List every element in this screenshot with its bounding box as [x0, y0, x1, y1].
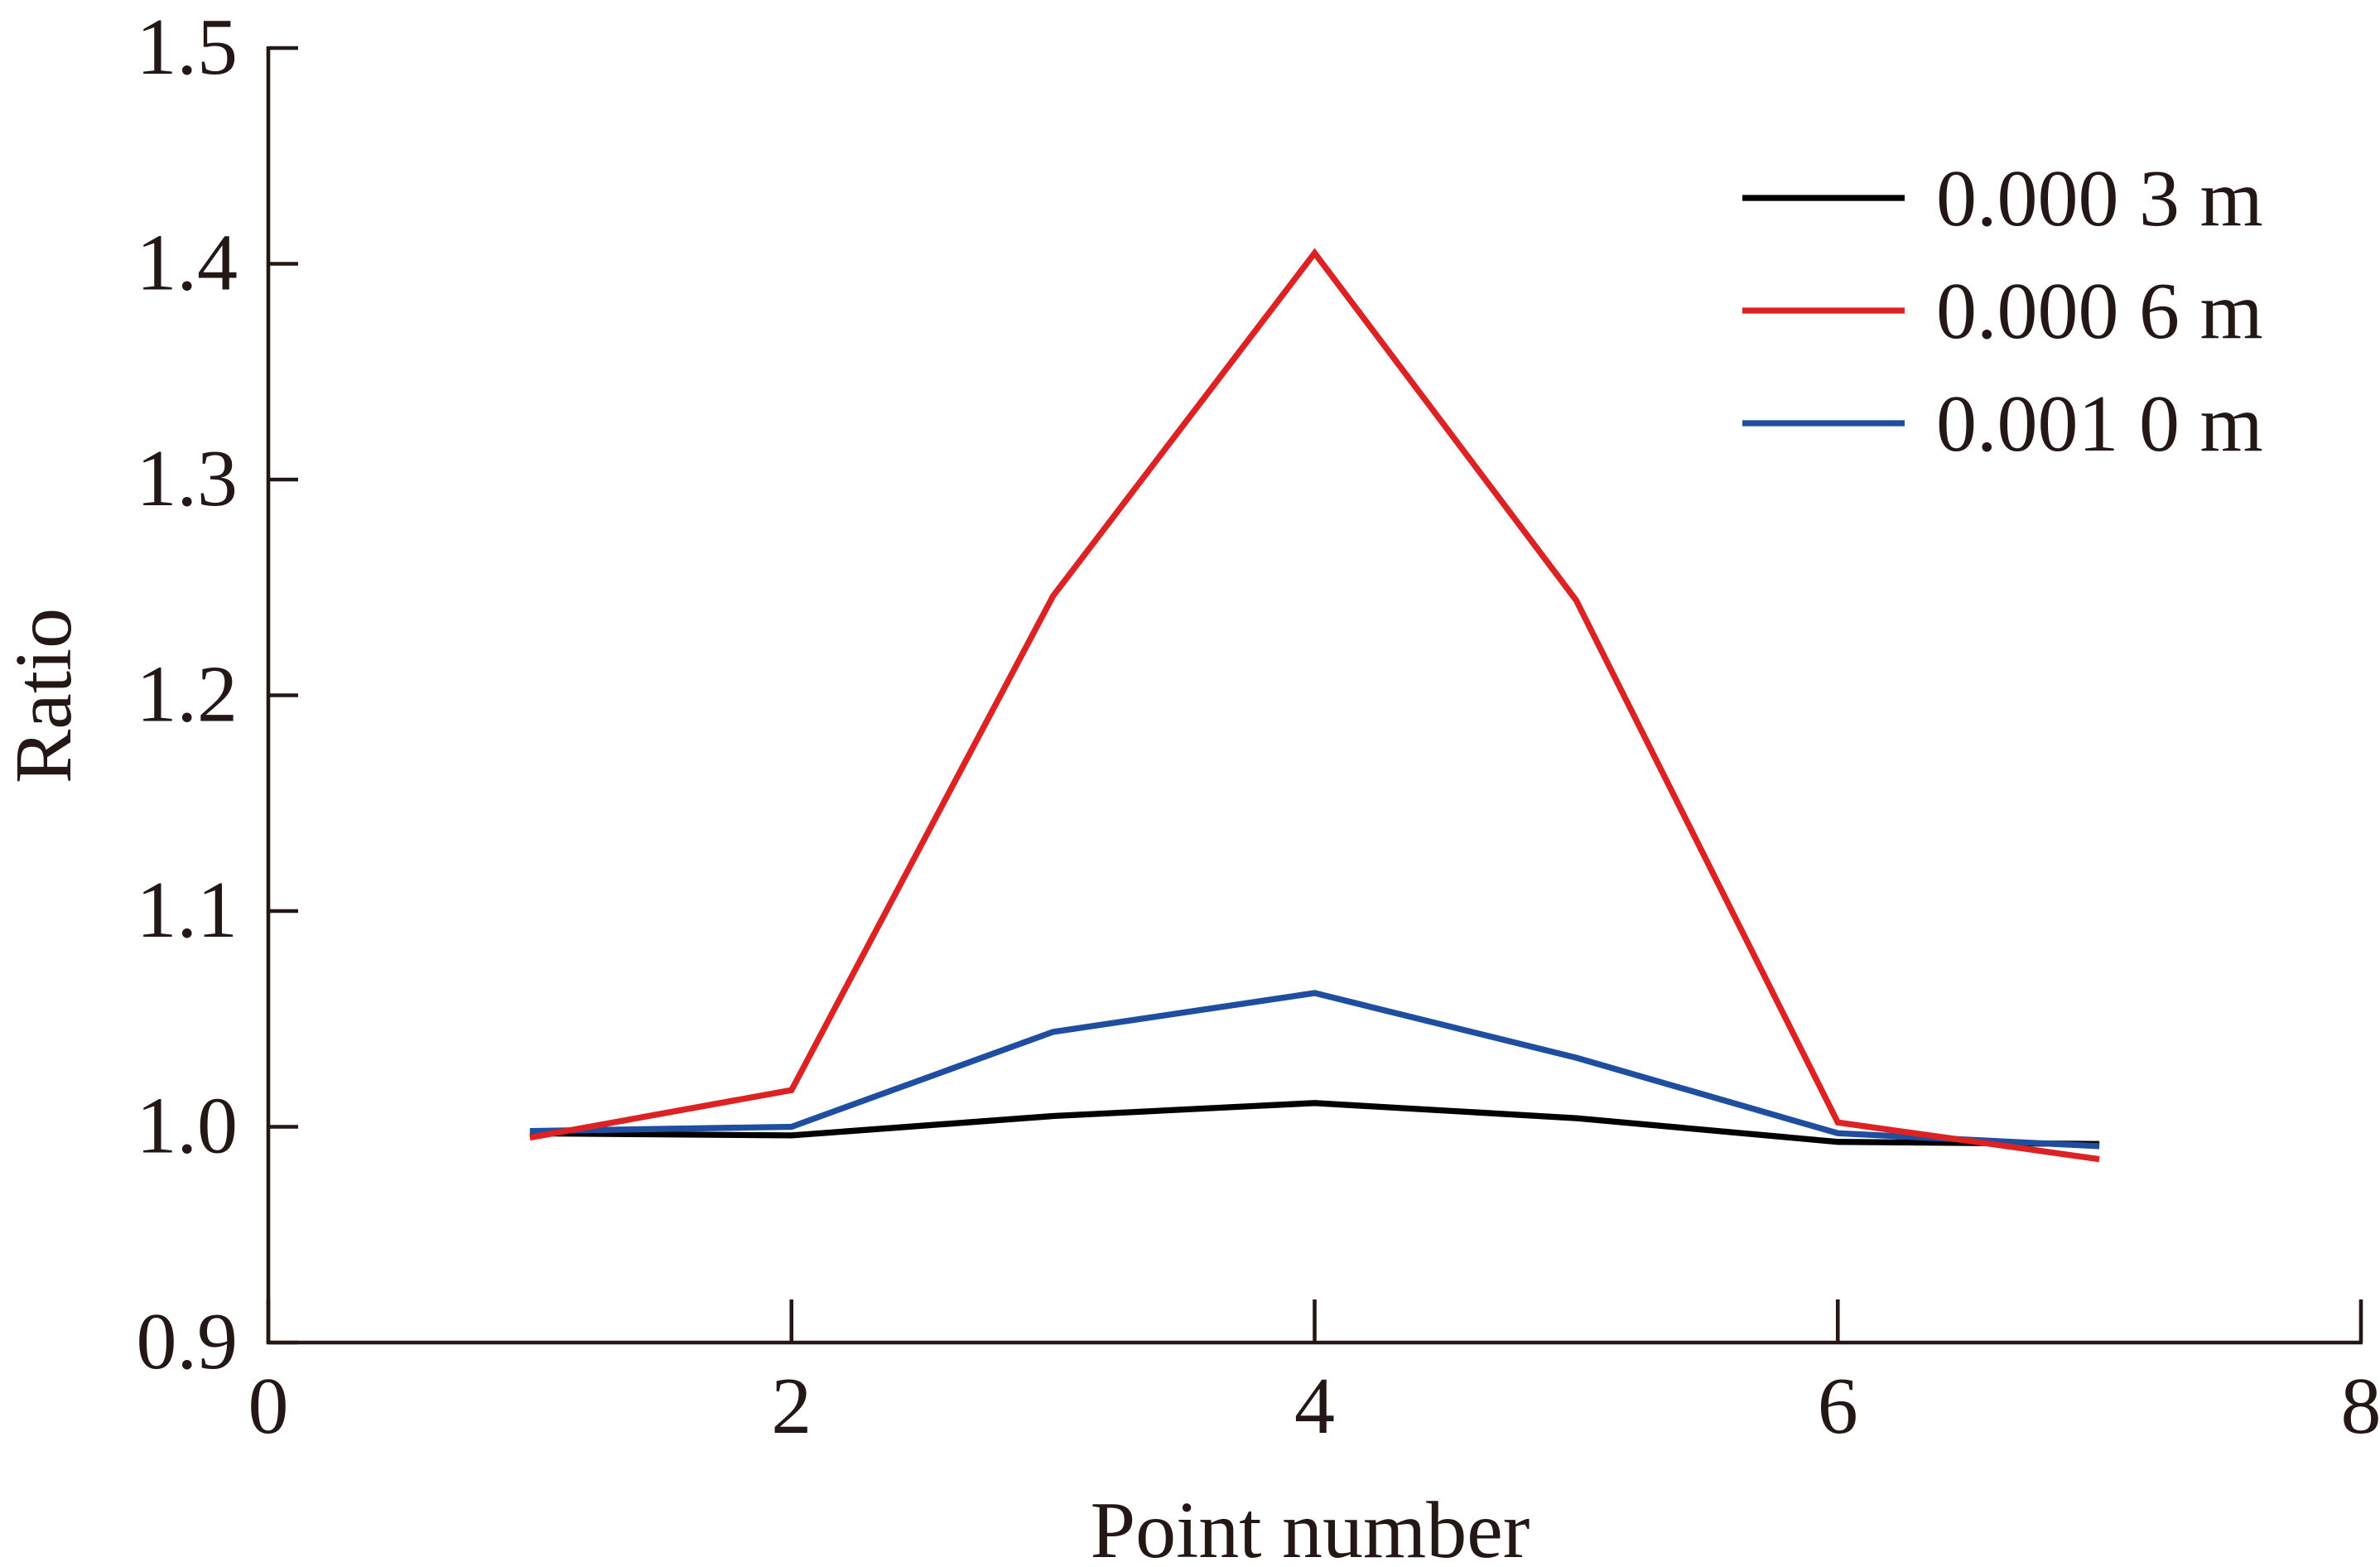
y-tick-label: 1.3: [137, 434, 238, 523]
y-axis-label: Ratio: [0, 608, 89, 784]
y-tick-label: 0.9: [137, 1297, 238, 1386]
y-tick-label: 1.4: [137, 219, 238, 308]
legend-label: 0.000 6 m: [1936, 267, 2263, 356]
series-line-2: [529, 990, 2100, 1150]
legend: 0.000 3 m 0.000 6 m 0.001 0 m: [1742, 154, 2263, 469]
legend-label: 0.001 0 m: [1936, 379, 2263, 469]
series-line-1: [529, 248, 2100, 1163]
x-tick-label: 8: [2341, 1362, 2380, 1451]
series-lines: [529, 248, 2100, 1163]
x-tick-label: 0: [248, 1362, 289, 1451]
legend-label: 0.000 3 m: [1936, 154, 2263, 243]
x-axis-ticks: 0 2 4 6 8: [248, 1299, 2380, 1451]
x-axis-label: Point number: [1091, 1486, 1530, 1567]
x-tick-label: 4: [1294, 1362, 1335, 1451]
y-axis-ticks: 0.9 1.0 1.1 1.2 1.3 1.4 1.5: [137, 2, 298, 1386]
y-tick-label: 1.1: [137, 865, 238, 955]
x-tick-label: 2: [771, 1362, 812, 1451]
y-tick-label: 1.5: [137, 2, 238, 92]
series-line-0: [529, 1100, 2100, 1147]
y-tick-label: 1.2: [137, 650, 238, 740]
x-tick-label: 6: [1818, 1362, 1858, 1451]
y-tick-label: 1.0: [137, 1082, 238, 1171]
